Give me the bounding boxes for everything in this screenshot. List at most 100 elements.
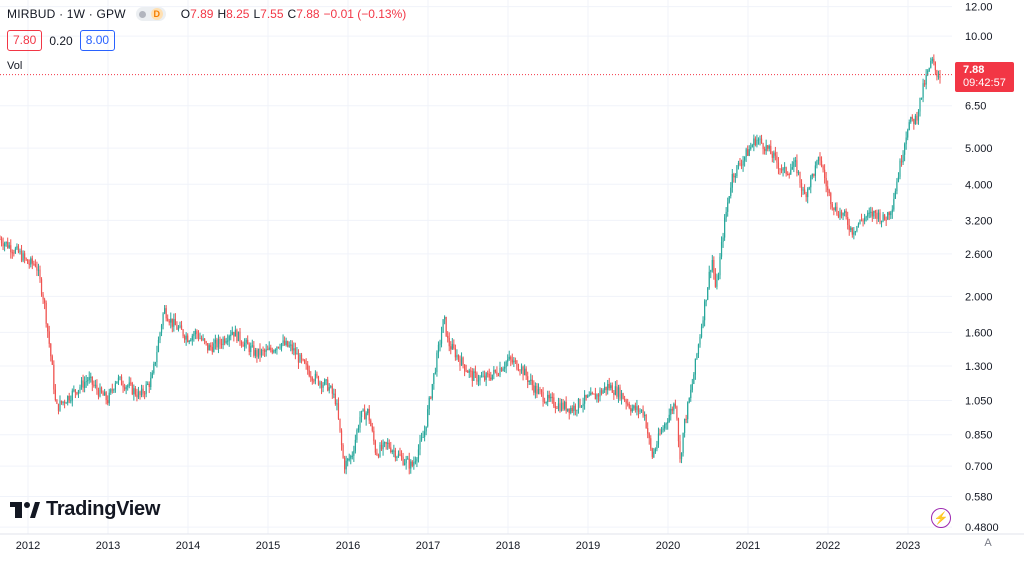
candle-body xyxy=(250,346,252,352)
candle-body xyxy=(627,403,629,405)
candle-body xyxy=(924,83,926,85)
candle-body xyxy=(913,118,915,124)
candle-body xyxy=(567,408,569,411)
candle-body xyxy=(925,74,927,85)
candle-body xyxy=(854,231,856,233)
candle-body xyxy=(117,377,120,382)
candle-body xyxy=(648,433,650,439)
candle-body xyxy=(882,214,884,221)
candle-body xyxy=(360,410,363,418)
lightning-icon[interactable]: ⚡ xyxy=(931,508,951,528)
candle-body xyxy=(314,373,316,381)
candle-body xyxy=(273,350,275,353)
candle-body xyxy=(547,394,549,403)
candle-body xyxy=(300,354,303,360)
candle-body xyxy=(417,449,420,459)
market-status-badge[interactable]: D xyxy=(135,7,166,21)
candle-body xyxy=(230,334,232,337)
time-tick-label: 2017 xyxy=(416,540,440,552)
candle-body xyxy=(233,331,235,337)
candle-body xyxy=(557,403,560,409)
candle-body xyxy=(679,441,681,460)
candle-body xyxy=(737,163,740,166)
candle-body xyxy=(413,462,415,466)
candle-body xyxy=(685,418,687,420)
candle-body xyxy=(651,448,653,458)
candle-body xyxy=(910,116,912,123)
candle-body xyxy=(48,331,50,344)
candle-body xyxy=(760,138,763,144)
candle-body xyxy=(587,395,589,398)
candle-body xyxy=(399,453,401,456)
candle-body xyxy=(376,452,378,455)
candle-body xyxy=(184,336,186,340)
candle-body xyxy=(59,400,61,411)
candle-body xyxy=(91,376,93,385)
candle-body xyxy=(739,163,741,165)
tradingview-logo[interactable]: TradingView xyxy=(10,498,160,521)
candle-body xyxy=(276,346,278,351)
candle-body xyxy=(357,427,360,431)
candle-body xyxy=(336,403,338,405)
candle-body xyxy=(831,204,833,208)
candle-body xyxy=(785,167,787,174)
candle-body xyxy=(893,198,895,210)
time-tick-label: 2015 xyxy=(256,540,280,552)
buy-price-button[interactable]: 8.00 xyxy=(79,30,116,51)
candle-body xyxy=(842,212,844,216)
candle-body xyxy=(279,347,281,349)
candle-body xyxy=(545,402,547,404)
candle-body xyxy=(759,138,761,140)
candle-body xyxy=(887,212,889,220)
candle-body xyxy=(420,437,423,441)
candle-body xyxy=(790,169,792,175)
candle-body xyxy=(914,115,916,124)
candle-body xyxy=(728,195,730,203)
candle-body xyxy=(488,373,490,378)
candle-body xyxy=(182,329,184,337)
candle-body xyxy=(171,318,173,327)
candle-body xyxy=(874,210,876,213)
candle-body xyxy=(262,350,264,352)
candle-body xyxy=(307,364,309,371)
candle-body xyxy=(776,155,778,163)
candle-body xyxy=(530,379,532,381)
candle-body xyxy=(930,60,932,68)
candle-body xyxy=(833,207,835,210)
candle-body xyxy=(225,341,227,343)
candle-body xyxy=(796,160,798,174)
symbol-title[interactable]: MIRBUD · 1W · GPW xyxy=(7,7,126,21)
high-label: H xyxy=(217,7,227,21)
candle-body xyxy=(527,376,529,382)
candle-body xyxy=(668,414,670,422)
candle-body xyxy=(907,129,909,138)
candle-body xyxy=(860,219,863,221)
candle-body xyxy=(682,432,684,454)
candle-body xyxy=(128,382,130,386)
candle-body xyxy=(33,263,35,265)
candle-body xyxy=(16,246,18,249)
candle-body xyxy=(665,423,667,425)
candle-body xyxy=(708,271,710,288)
candle-body xyxy=(937,76,940,78)
volume-label[interactable]: Vol xyxy=(7,60,23,72)
candle-body xyxy=(319,382,321,385)
tradingview-logo-icon xyxy=(10,501,40,518)
candle-body xyxy=(388,442,390,448)
candle-body xyxy=(617,387,620,397)
candle-body xyxy=(496,371,498,376)
candle-body xyxy=(177,327,180,330)
candle-body xyxy=(265,349,267,352)
candle-body xyxy=(742,160,744,166)
candle-body xyxy=(199,338,201,340)
candle-body xyxy=(239,331,241,342)
candle-body xyxy=(664,424,666,429)
candle-body xyxy=(308,370,310,377)
candle-body xyxy=(77,390,80,395)
candle-body xyxy=(74,389,76,393)
candle-body xyxy=(456,354,458,358)
auto-scale-button[interactable]: A xyxy=(984,537,992,549)
candle-body xyxy=(99,387,101,397)
sell-price-button[interactable]: 7.80 xyxy=(7,30,43,51)
